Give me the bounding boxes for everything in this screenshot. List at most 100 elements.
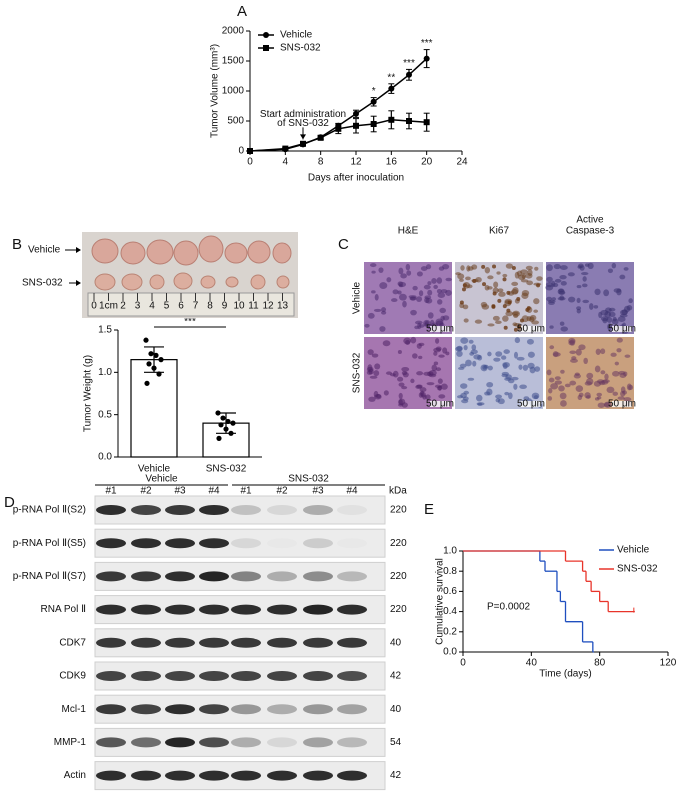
y-tick-label: 1.0 [443,546,457,557]
cell-nucleus [414,325,419,330]
band [267,505,297,515]
stained-nucleus [459,300,464,305]
data-point [158,357,164,363]
tumor [200,275,216,289]
band [337,737,367,748]
arrow-head [76,247,81,253]
cell-nucleus [594,365,601,373]
cell-nucleus [391,298,398,303]
group-label: Vehicle [145,474,178,485]
marker [282,145,289,152]
ruler-label: 13 [277,301,289,312]
marker [406,71,412,78]
cell-nucleus [398,382,405,387]
ruler [87,292,295,317]
cell-nucleus [405,339,411,345]
cell-nucleus [401,366,410,372]
cell-nucleus [505,374,512,380]
cell-nucleus [495,320,502,324]
marker [388,116,395,123]
cell-nucleus [505,263,514,269]
band [303,671,333,681]
cell-nucleus [578,344,586,351]
cell-nucleus [525,272,533,279]
marker [263,45,269,51]
cell-nucleus [508,392,513,400]
cell-nucleus [513,383,518,390]
x-tick-label: SNS-032 [206,464,247,475]
cell-nucleus [554,376,561,381]
cell-nucleus [471,344,477,351]
cell-nucleus [531,392,540,400]
bar [130,359,178,458]
cell-nucleus [589,303,594,310]
stained-nucleus [472,278,477,283]
tumor [173,272,193,290]
cell-nucleus [552,282,559,288]
cell-nucleus [603,401,612,408]
cell-nucleus [425,298,433,304]
cell-nucleus [436,288,442,294]
band [199,770,229,781]
cell-nucleus [610,352,617,357]
cell-nucleus [426,382,435,386]
scale-bar-bg [612,401,632,407]
cell-nucleus [624,354,631,358]
cell-nucleus [433,347,442,353]
kda-label: 220 [390,505,407,516]
stained-nucleus [492,291,497,296]
cell-nucleus [546,264,553,272]
cell-nucleus [575,385,584,392]
cell-nucleus [525,265,533,271]
cell-nucleus [427,281,432,286]
cell-nucleus [495,394,502,399]
cell-nucleus [596,392,602,397]
y-tick-label: 0.5 [98,409,112,420]
cell-nucleus [586,372,594,379]
x-tick-label: 80 [594,658,606,669]
cell-nucleus [603,289,610,297]
kda-label: 42 [390,671,402,682]
band [199,604,229,615]
cell-nucleus [435,367,442,372]
tumor [247,240,271,264]
band [199,505,229,515]
kda-label: 40 [390,637,402,648]
data-point [148,351,154,357]
cell-nucleus [460,383,468,389]
cell-nucleus [546,369,552,376]
scale-bar: 50 μm [517,324,545,335]
cell-nucleus [487,365,493,371]
scale-bar-bg [430,401,450,407]
y-tick-label: 0.2 [443,626,457,637]
protein-label: CDK7 [59,637,86,648]
cell-nucleus [366,370,373,375]
band [165,604,195,615]
cell-nucleus [425,264,432,270]
y-tick-label: 0 [238,146,244,157]
band [165,571,195,582]
marker [300,140,306,147]
protein-label: MMP-1 [54,737,87,748]
cell-nucleus [420,266,428,271]
cell-nucleus [373,308,382,312]
data-point [146,361,152,367]
cell-nucleus [397,350,402,354]
stained-nucleus [536,283,541,288]
cell-nucleus [582,299,590,304]
cell-nucleus [371,270,376,274]
band [267,571,297,582]
band [199,671,229,681]
band [96,704,126,715]
stained-nucleus [511,266,516,271]
cell-nucleus [469,351,475,356]
cell-nucleus [433,351,438,356]
band [303,571,333,582]
stained-nucleus [502,277,507,282]
cell-nucleus [512,287,519,295]
cell-nucleus [463,345,468,351]
cell-nucleus [518,364,523,370]
cell-nucleus [462,304,469,310]
band [267,737,297,748]
stained-nucleus [517,324,522,329]
